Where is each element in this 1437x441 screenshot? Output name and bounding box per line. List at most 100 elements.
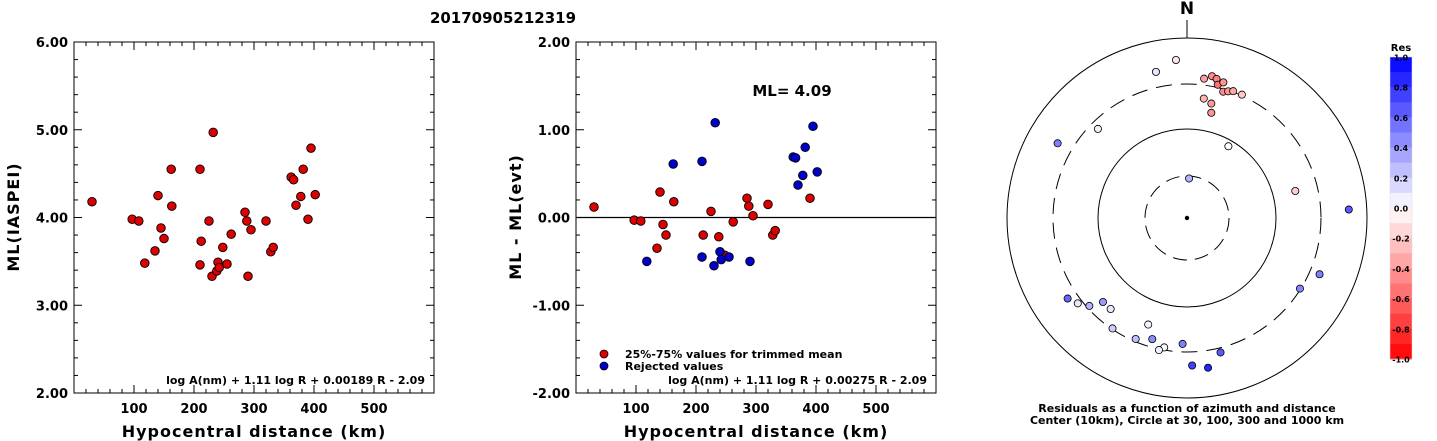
data-point: [710, 117, 720, 128]
colorbar-labels: 1.0 0.8 0.6 0.4 0.2 0.0 -0.2 -0.4 -0.6 -0.8 -1.0: [1392, 54, 1410, 365]
x-tick-label: 400: [300, 402, 327, 417]
data-point: [728, 217, 738, 227]
station-point: [1344, 205, 1353, 214]
y-tick-label: 0.00: [538, 212, 570, 227]
caption-line-2: Center (10km), Circle at 30, 100, 300 an…: [1030, 414, 1344, 427]
y-tick-label: -2.00: [533, 387, 570, 402]
data-point: [153, 190, 163, 201]
data-point: [589, 202, 599, 212]
formula-label: log A(nm) + 1.11 log R + 0.00189 R - 2.0…: [166, 374, 425, 387]
data-point: [748, 210, 758, 221]
colorbar-cell: [1390, 147, 1412, 164]
data-point: [214, 262, 224, 273]
data-point: [240, 207, 250, 217]
data-point: [763, 199, 773, 210]
station-point: [1216, 348, 1225, 357]
colorbar-tick-label: 0.6: [1394, 114, 1409, 123]
data-point: [716, 254, 726, 265]
data-point: [140, 258, 150, 268]
data-point: [303, 214, 313, 225]
data-point: [204, 216, 214, 226]
station-point: [1063, 294, 1072, 303]
ring-1000km: [1006, 37, 1368, 399]
data-point: [669, 196, 679, 207]
colorbar-cell: [1390, 283, 1412, 300]
station-point: [1131, 334, 1140, 343]
x-axis-label: Hypocentral distance (km): [624, 422, 889, 441]
data-point: [642, 256, 652, 267]
station-point: [1108, 324, 1117, 333]
station-point: [1073, 299, 1082, 308]
axis-ticks: 100 200 300 400 500 -2.00 -1.00 0.00 1.00 2.00: [533, 36, 937, 417]
data-point: [195, 164, 205, 174]
station-point: [1207, 99, 1216, 108]
data-point: [668, 159, 678, 169]
ml-annotation: ML= 4.09: [752, 82, 831, 100]
x-tick-label: 300: [240, 402, 267, 417]
colorbar-tick-label: -0.8: [1392, 325, 1410, 334]
data-point: [724, 252, 734, 262]
station-point: [1098, 298, 1107, 307]
colorbar-cell: [1390, 57, 1412, 73]
figure-title: 20170905212319: [430, 9, 576, 27]
colorbar-cell: [1390, 87, 1412, 103]
colorbar-cell: [1390, 343, 1412, 360]
y-tick-label: 3.00: [36, 299, 68, 314]
data-point: [298, 164, 308, 174]
station-point: [1154, 346, 1163, 355]
data-point: [698, 230, 708, 240]
data-point: [636, 216, 646, 226]
colorbar-cell: [1390, 328, 1412, 345]
station-point: [1148, 335, 1157, 344]
colorbar-tick-label: -1.0: [1392, 356, 1410, 365]
colorbar-cell: [1390, 102, 1412, 118]
data-point: [770, 225, 780, 236]
station-point: [1085, 301, 1094, 310]
data-point: [159, 233, 169, 244]
legend-marker-trimmed: [599, 349, 609, 359]
panel-residual-vs-distance: 100 200 300 400 500 -2.00 -1.00 0.00 1.00 2.00 ML…: [506, 36, 937, 441]
station-point: [1188, 361, 1197, 370]
data-point: [242, 216, 252, 226]
data-point: [709, 261, 719, 271]
colorbar-tick-label: -0.2: [1392, 235, 1410, 244]
data-point: [800, 142, 810, 153]
x-tick-label: 500: [360, 402, 387, 417]
y-axis-label: ML(IASPEI): [4, 162, 23, 271]
colorbar-tick-label: 0.0: [1394, 205, 1409, 214]
panel-magnitude-vs-distance: 100 200 300 400 500 2.00 3.00 4.00 5.00 6.00 log …: [4, 36, 435, 441]
station-point: [1291, 187, 1300, 196]
colorbar-tick-label: 0.4: [1394, 144, 1409, 153]
station-point: [1178, 339, 1187, 348]
colorbar-cell: [1390, 132, 1412, 149]
ring-100km: [1097, 128, 1277, 308]
data-point: [745, 256, 755, 267]
data-points: [87, 127, 320, 282]
x-tick-label: 100: [622, 402, 649, 417]
data-point: [715, 246, 725, 257]
x-axis-label: Hypocentral distance (km): [122, 422, 387, 441]
colorbar-cell: [1390, 208, 1412, 224]
colorbar-tick-label: 1.0: [1394, 54, 1409, 63]
station-point: [1171, 55, 1180, 64]
station-point: [1199, 94, 1208, 103]
x-tick-label: 400: [802, 402, 829, 417]
data-point: [246, 225, 256, 235]
data-point: [798, 170, 808, 181]
data-point: [793, 180, 803, 190]
station-point: [1295, 284, 1304, 293]
station-point: [1229, 87, 1238, 96]
station-point: [1237, 90, 1246, 99]
colorbar-cell: [1390, 313, 1412, 330]
colorbar-cell: [1390, 72, 1412, 88]
colorbar-cell: [1390, 298, 1412, 315]
data-point: [306, 143, 316, 153]
station-points: [1053, 55, 1353, 372]
legend-marker-rejected: [599, 361, 609, 371]
data-point: [742, 193, 752, 203]
data-point: [288, 175, 299, 185]
station-point: [1224, 142, 1233, 151]
y-tick-label: 1.00: [538, 124, 570, 139]
y-tick-label: 2.00: [36, 387, 68, 402]
data-point: [697, 156, 707, 167]
